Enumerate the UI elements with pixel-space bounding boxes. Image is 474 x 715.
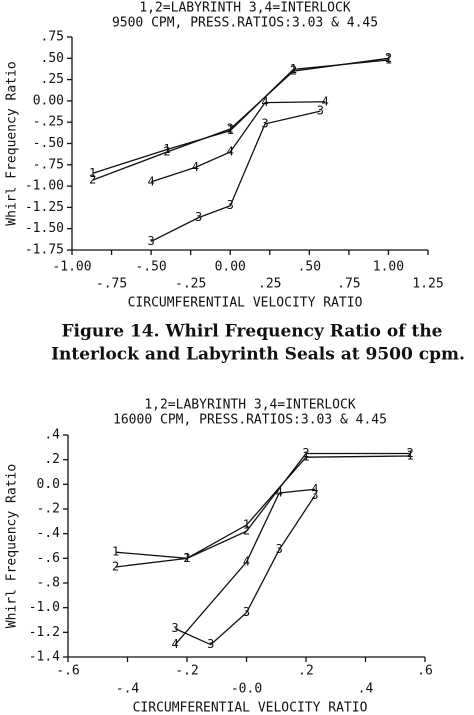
y-tick-label: -.6 xyxy=(37,551,60,566)
series-line xyxy=(174,495,316,646)
chart-title: 16000 CPM, PRESS.RATIOS:3.03 & 4.45 xyxy=(113,413,387,428)
series-line xyxy=(92,57,389,181)
x-axis-label: CIRCUMFERENTIAL VELOCITY RATIO xyxy=(133,701,368,715)
point-marker: 3 xyxy=(317,104,324,118)
point-marker: 2 xyxy=(407,446,414,460)
series-line xyxy=(174,488,315,646)
y-tick-label: -.25 xyxy=(33,115,64,130)
y-tick-label: -1.75 xyxy=(25,243,64,258)
point-marker: 1 xyxy=(302,450,309,464)
y-tick-label: .75 xyxy=(41,30,64,45)
x-axis-label: CIRCUMFERENTIAL VELOCITY RATIO xyxy=(128,296,363,311)
x-tick-label: -.4 xyxy=(116,682,140,697)
point-marker: 3 xyxy=(276,542,283,556)
x-tick-label: 0.00 xyxy=(215,260,246,275)
point-marker: 3 xyxy=(147,234,154,248)
y-tick-label: .25 xyxy=(41,72,64,87)
point-marker: 2 xyxy=(89,173,96,187)
series-line xyxy=(92,59,389,174)
y-tick-label: -1.2 xyxy=(29,625,60,640)
point-marker: 1 xyxy=(407,448,414,462)
y-tick-label: -1.4 xyxy=(29,650,60,665)
point-marker: 4 xyxy=(171,637,178,651)
point-marker: 2 xyxy=(112,559,119,573)
point-marker: 2 xyxy=(302,446,309,460)
series-line xyxy=(115,455,411,559)
y-tick-label: -.4 xyxy=(37,526,61,541)
point-marker: 3 xyxy=(243,605,250,619)
point-marker: 2 xyxy=(183,551,190,565)
x-tick-label: -.75 xyxy=(96,277,127,292)
point-marker: 1 xyxy=(227,123,234,137)
x-tick-label: -.50 xyxy=(135,260,166,275)
point-marker: 2 xyxy=(163,145,170,159)
point-marker: 3 xyxy=(227,198,234,212)
point-marker: 1 xyxy=(163,142,170,156)
point-marker: 4 xyxy=(243,555,250,569)
y-tick-label: -1.50 xyxy=(25,221,64,236)
point-marker: 4 xyxy=(192,160,199,174)
point-marker: 1 xyxy=(290,62,297,76)
y-axis-label: Whirl Frequency Ratio xyxy=(5,464,20,628)
point-marker: 2 xyxy=(243,524,250,538)
y-tick-label: -.8 xyxy=(37,576,60,591)
x-tick-label: .6 xyxy=(417,664,433,679)
series-line xyxy=(115,452,411,568)
point-marker: 4 xyxy=(261,95,268,109)
y-tick-label: -1.00 xyxy=(25,179,64,194)
x-tick-label: -.6 xyxy=(56,664,79,679)
series-line xyxy=(150,101,326,183)
x-tick-label: .2 xyxy=(298,664,314,679)
x-tick-label: 1.00 xyxy=(373,260,404,275)
point-marker: 3 xyxy=(207,637,214,651)
y-tick-label: .50 xyxy=(41,51,64,66)
point-marker: 2 xyxy=(290,64,297,78)
point-marker: 4 xyxy=(322,94,329,108)
x-tick-label: 1.25 xyxy=(412,277,443,292)
y-tick-label: -1.0 xyxy=(29,600,60,615)
chart-title: 1,2=LABYRINTH 3,4=INTERLOCK xyxy=(139,1,350,16)
point-marker: 4 xyxy=(276,485,283,499)
caption-line: Interlock and Labyrinth Seals at 9500 cp… xyxy=(51,345,465,365)
x-tick-label: .75 xyxy=(337,277,360,292)
point-marker: 1 xyxy=(243,518,250,532)
point-marker: 3 xyxy=(261,116,268,130)
x-tick-label: -0.0 xyxy=(231,682,262,697)
y-tick-label: 0.00 xyxy=(33,93,64,108)
point-marker: 1 xyxy=(112,545,119,559)
point-marker: 3 xyxy=(195,210,202,224)
x-tick-label: -.25 xyxy=(175,277,206,292)
y-tick-label: -.75 xyxy=(33,157,64,172)
point-marker: 3 xyxy=(171,621,178,635)
chart-title: 1,2=LABYRINTH 3,4=INTERLOCK xyxy=(144,398,355,413)
point-marker: 4 xyxy=(147,174,154,188)
series-line xyxy=(150,110,321,243)
y-tick-label: -.50 xyxy=(33,136,64,151)
y-tick-label: 0.0 xyxy=(37,477,60,492)
point-marker: 1 xyxy=(385,53,392,67)
x-tick-label: -.2 xyxy=(175,664,198,679)
point-marker: 2 xyxy=(227,122,234,136)
x-tick-label: .4 xyxy=(358,682,374,697)
y-axis-label: Whirl Frequency Ratio xyxy=(5,61,20,225)
y-tick-label: .4 xyxy=(44,428,60,443)
x-tick-label: .50 xyxy=(298,260,321,275)
y-tick-label: -.2 xyxy=(37,502,60,517)
y-tick-label: -1.25 xyxy=(25,200,64,215)
caption-line: Figure 14. Whirl Frequency Ratio of the xyxy=(61,322,442,342)
x-tick-label: -1.00 xyxy=(52,260,91,275)
point-marker: 4 xyxy=(311,482,318,496)
y-tick-label: .2 xyxy=(44,452,60,467)
point-marker: 4 xyxy=(227,145,234,159)
point-marker: 3 xyxy=(311,488,318,502)
point-marker: 2 xyxy=(385,51,392,65)
x-tick-label: .25 xyxy=(258,277,281,292)
point-marker: 1 xyxy=(89,166,96,180)
chart-title: 9500 CPM, PRESS.RATIOS:3.03 & 4.45 xyxy=(112,16,378,31)
